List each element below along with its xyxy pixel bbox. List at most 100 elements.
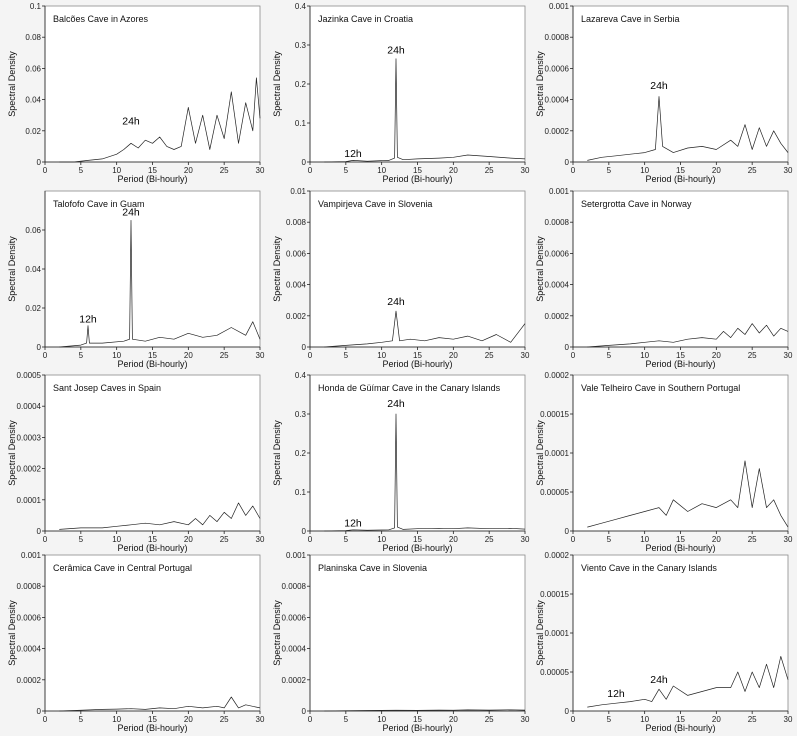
y-axis-title: Spectral Density <box>535 420 545 486</box>
annotation-24h: 24h <box>387 296 405 308</box>
panel-title: Vale Telheiro Cave in Southern Portugal <box>581 383 740 393</box>
y-axis-title: Spectral Density <box>272 420 282 486</box>
y-tick-label: 0.0003 <box>17 433 42 442</box>
y-tick-label: 0.0004 <box>17 645 42 654</box>
x-axis-title: Period (Bi-hourly) <box>117 359 187 369</box>
x-tick-label: 15 <box>148 535 157 544</box>
y-tick-label: 0.0001 <box>545 449 570 458</box>
x-tick-label: 30 <box>256 715 265 724</box>
x-tick-label: 10 <box>377 166 386 175</box>
x-tick-label: 5 <box>344 166 349 175</box>
y-tick-label: 0.0001 <box>17 496 42 505</box>
y-tick-label: 0.0002 <box>545 371 570 380</box>
plot-area <box>44 374 261 532</box>
annotation-24h: 24h <box>387 45 405 57</box>
y-axis-title: Spectral Density <box>535 236 545 302</box>
y-tick-label: 0.008 <box>286 218 307 227</box>
x-tick-label: 10 <box>377 715 386 724</box>
y-tick-label: 0 <box>302 158 307 167</box>
x-tick-label: 25 <box>220 351 229 360</box>
x-tick-label: 15 <box>148 166 157 175</box>
x-tick-label: 25 <box>748 535 757 544</box>
x-tick-label: 15 <box>148 351 157 360</box>
x-tick-label: 5 <box>79 535 84 544</box>
x-tick-label: 15 <box>413 166 422 175</box>
chart-panel-11: 0 5 10 15 20 25 30 0 0.0002 0.0004 0.0006 0.0008 0.0… <box>272 551 530 733</box>
chart-panel-2: 0 5 10 15 20 25 30 0 0.1 0.2 0.3 0.4 Period (Bi-hour… <box>272 2 530 184</box>
y-tick-label: 0 <box>302 527 307 536</box>
y-tick-label: 0.0008 <box>545 218 570 227</box>
annotation-12h: 12h <box>607 688 625 700</box>
x-tick-label: 30 <box>784 166 793 175</box>
annotation-24h: 24h <box>122 116 140 128</box>
series-line-1 <box>324 709 526 712</box>
x-tick-label: 25 <box>485 351 494 360</box>
x-axis-title: Period (Bi-hourly) <box>117 543 187 553</box>
plot-area <box>309 554 526 712</box>
y-tick-label: 0.00005 <box>540 668 569 677</box>
plot-area <box>572 554 789 712</box>
x-tick-label: 10 <box>112 351 121 360</box>
x-tick-label: 25 <box>748 715 757 724</box>
x-axis-title: Period (Bi-hourly) <box>645 359 715 369</box>
y-tick-label: 0 <box>565 527 570 536</box>
x-tick-label: 20 <box>712 715 721 724</box>
y-tick-label: 0.0002 <box>282 676 307 685</box>
x-tick-label: 25 <box>748 166 757 175</box>
panel-title: Sant Josep Caves in Spain <box>53 383 161 393</box>
y-tick-label: 0 <box>37 343 42 352</box>
y-tick-label: 0.0005 <box>17 371 42 380</box>
annotation-24h: 24h <box>122 206 140 218</box>
plot-area <box>309 374 526 532</box>
panel-title: Planinska Cave in Slovenia <box>318 563 427 573</box>
y-tick-label: 0.06 <box>25 226 41 235</box>
x-tick-label: 0 <box>43 166 48 175</box>
y-tick-label: 0.4 <box>295 2 307 11</box>
panel-title: Setergrotta Cave in Norway <box>581 199 692 209</box>
x-tick-label: 0 <box>43 535 48 544</box>
x-tick-label: 10 <box>377 535 386 544</box>
x-tick-label: 10 <box>640 166 649 175</box>
x-tick-label: 20 <box>184 351 193 360</box>
y-tick-label: 0.00005 <box>540 488 569 497</box>
y-tick-label: 0 <box>37 158 42 167</box>
x-tick-label: 20 <box>712 535 721 544</box>
x-axis-title: Period (Bi-hourly) <box>117 723 187 733</box>
x-tick-label: 10 <box>640 715 649 724</box>
y-axis-title: Spectral Density <box>7 51 17 117</box>
y-tick-label: 0 <box>37 527 42 536</box>
panel-title: Balcões Cave in Azores <box>53 14 149 24</box>
series-line-1 <box>324 58 526 163</box>
x-tick-label: 10 <box>640 351 649 360</box>
y-axis-title: Spectral Density <box>7 420 17 486</box>
chart-panel-3: 0 5 10 15 20 25 30 0 0.0002 0.0004 0.0006 0.0008 0.0… <box>535 2 793 184</box>
x-tick-label: 30 <box>256 166 265 175</box>
x-tick-label: 15 <box>676 166 685 175</box>
x-tick-label: 5 <box>607 166 612 175</box>
y-tick-label: 0.002 <box>286 312 307 321</box>
chart-panel-5: 0 5 10 15 20 25 30 0 0.002 0.004 0.006 0.008 0.01 Per… <box>272 187 530 369</box>
y-tick-label: 0.004 <box>286 281 307 290</box>
y-tick-label: 0.0004 <box>545 281 570 290</box>
x-tick-label: 30 <box>521 166 530 175</box>
annotation-12h: 12h <box>344 148 362 160</box>
y-axis-title: Spectral Density <box>535 600 545 666</box>
x-axis-title: Period (Bi-hourly) <box>117 174 187 184</box>
x-tick-label: 25 <box>220 535 229 544</box>
x-tick-label: 5 <box>79 166 84 175</box>
y-tick-label: 0.0008 <box>545 33 570 42</box>
x-axis-title: Period (Bi-hourly) <box>645 174 715 184</box>
x-tick-label: 15 <box>148 715 157 724</box>
x-tick-label: 20 <box>449 535 458 544</box>
y-tick-label: 0.0004 <box>282 645 307 654</box>
chart-panel-9: 0 5 10 15 20 25 30 0 0.00005 0.0001 0.00015 0.0002 P… <box>535 371 793 553</box>
annotation-12h: 12h <box>344 517 362 529</box>
x-tick-label: 5 <box>79 351 84 360</box>
x-tick-label: 15 <box>413 715 422 724</box>
y-tick-label: 0.0001 <box>545 629 570 638</box>
x-tick-label: 25 <box>485 166 494 175</box>
x-tick-label: 20 <box>449 166 458 175</box>
plot-area <box>572 5 789 163</box>
y-tick-label: 0 <box>565 158 570 167</box>
